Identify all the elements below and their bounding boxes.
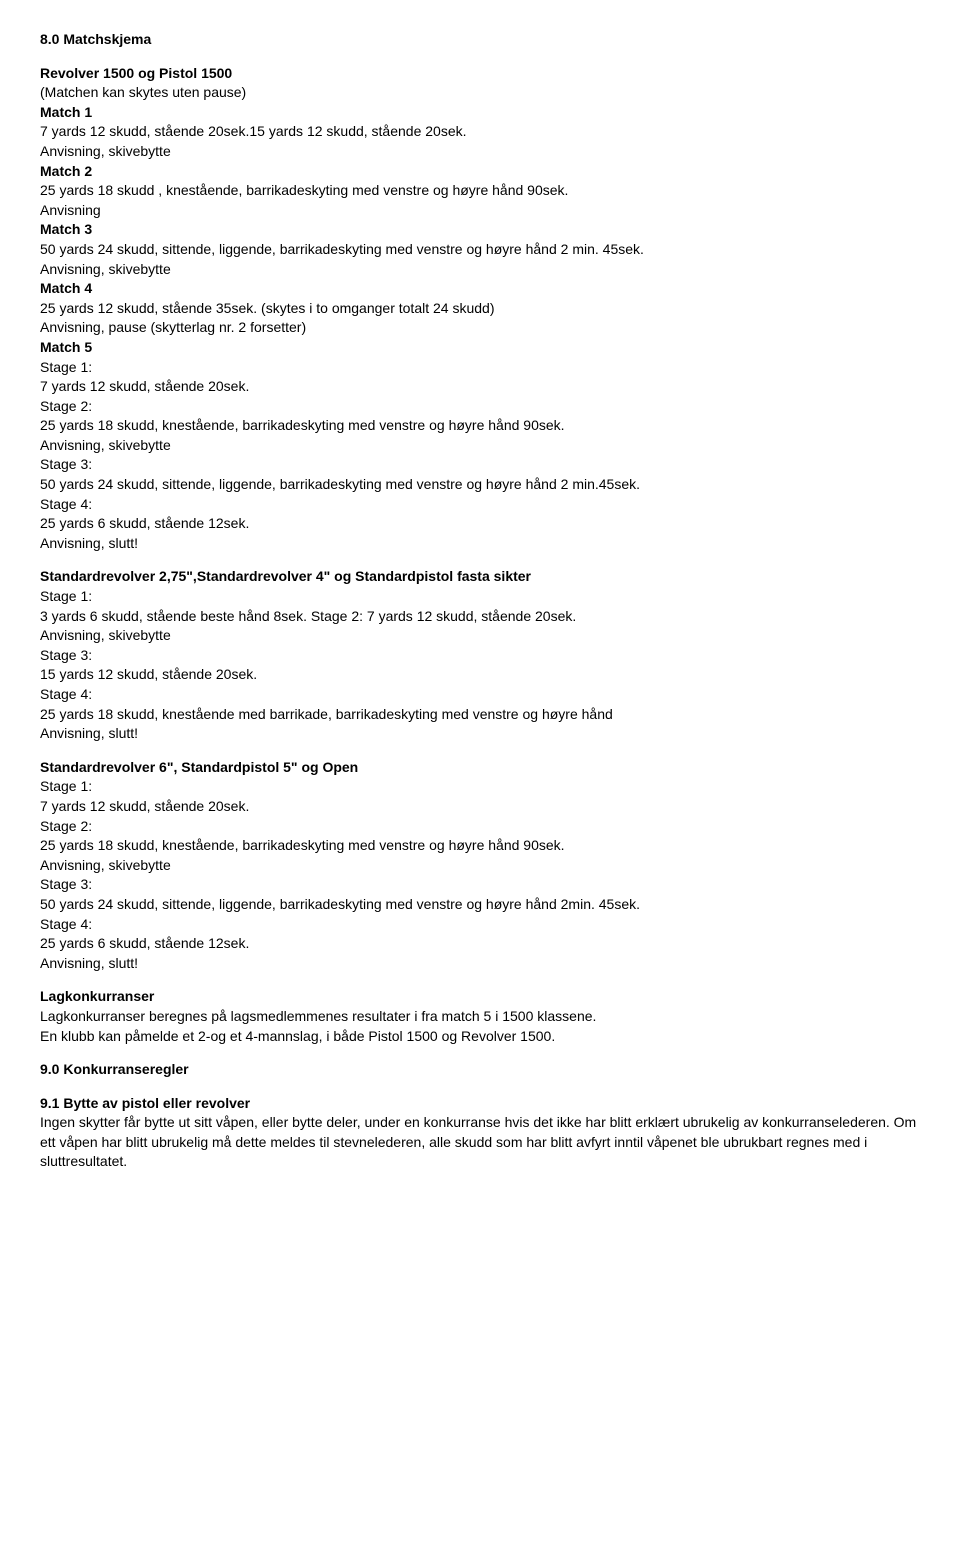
- match1-line2: Anvisning, skivebytte: [40, 142, 920, 162]
- std6-stage2-label: Stage 2:: [40, 817, 920, 837]
- match5-stage4-text: 25 yards 6 skudd, stående 12sek.: [40, 514, 920, 534]
- section-91-text: Ingen skytter får bytte ut sitt våpen, e…: [40, 1113, 920, 1172]
- matchen-note: (Matchen kan skytes uten pause): [40, 83, 920, 103]
- std-275-stage1-text: 3 yards 6 skudd, stående beste hånd 8sek…: [40, 607, 920, 627]
- std-275-stage3-label: Stage 3:: [40, 646, 920, 666]
- section-91-title: 9.1 Bytte av pistol eller revolver: [40, 1094, 920, 1114]
- match5-stage1-label: Stage 1:: [40, 358, 920, 378]
- std-275-stage4-text2: Anvisning, slutt!: [40, 724, 920, 744]
- std-275-stage1-text2: Anvisning, skivebytte: [40, 626, 920, 646]
- match1-line1: 7 yards 12 skudd, stående 20sek.15 yards…: [40, 122, 920, 142]
- lag-heading: Lagkonkurranser: [40, 987, 920, 1007]
- match4-label: Match 4: [40, 279, 920, 299]
- match5-stage3-label: Stage 3:: [40, 455, 920, 475]
- match5-stage3-text: 50 yards 24 skudd, sittende, liggende, b…: [40, 475, 920, 495]
- std6-stage4-text: 25 yards 6 skudd, stående 12sek.: [40, 934, 920, 954]
- match5-label: Match 5: [40, 338, 920, 358]
- match3-line2: Anvisning, skivebytte: [40, 260, 920, 280]
- match1-label: Match 1: [40, 103, 920, 123]
- std6-heading: Standardrevolver 6", Standardpistol 5" o…: [40, 758, 920, 778]
- std6-stage3-text: 50 yards 24 skudd, sittende, liggende, b…: [40, 895, 920, 915]
- section-9-title: 9.0 Konkurranseregler: [40, 1061, 189, 1077]
- std-275-stage4-text: 25 yards 18 skudd, knestående med barrik…: [40, 705, 920, 725]
- match2-line1: 25 yards 18 skudd , knestående, barrikad…: [40, 181, 920, 201]
- lag-text2: En klubb kan påmelde et 2-og et 4-mannsl…: [40, 1027, 920, 1047]
- std-275-stage4-label: Stage 4:: [40, 685, 920, 705]
- match2-label: Match 2: [40, 162, 920, 182]
- match5-stage2-text2: Anvisning, skivebytte: [40, 436, 920, 456]
- match5-stage2-label: Stage 2:: [40, 397, 920, 417]
- match4-line2: Anvisning, pause (skytterlag nr. 2 forse…: [40, 318, 920, 338]
- match2-line2: Anvisning: [40, 201, 920, 221]
- match3-label: Match 3: [40, 220, 920, 240]
- section-8-title: 8.0 Matchskjema: [40, 31, 151, 47]
- std-275-stage3-text: 15 yards 12 skudd, stående 20sek.: [40, 665, 920, 685]
- revolver-pistol-heading: Revolver 1500 og Pistol 1500: [40, 64, 920, 84]
- match5-stage4-text2: Anvisning, slutt!: [40, 534, 920, 554]
- std6-stage2-text2: Anvisning, skivebytte: [40, 856, 920, 876]
- match3-line1: 50 yards 24 skudd, sittende, liggende, b…: [40, 240, 920, 260]
- std6-stage3-label: Stage 3:: [40, 875, 920, 895]
- lag-text1: Lagkonkurranser beregnes på lagsmedlemme…: [40, 1007, 920, 1027]
- std-275-heading: Standardrevolver 2,75",Standardrevolver …: [40, 567, 920, 587]
- std6-stage1-text: 7 yards 12 skudd, stående 20sek.: [40, 797, 920, 817]
- std6-stage4-text2: Anvisning, slutt!: [40, 954, 920, 974]
- match4-line1: 25 yards 12 skudd, stående 35sek. (skyte…: [40, 299, 920, 319]
- match5-stage1-text: 7 yards 12 skudd, stående 20sek.: [40, 377, 920, 397]
- match5-stage2-text: 25 yards 18 skudd, knestående, barrikade…: [40, 416, 920, 436]
- std6-stage1-label: Stage 1:: [40, 777, 920, 797]
- std6-stage2-text: 25 yards 18 skudd, knestående, barrikade…: [40, 836, 920, 856]
- std6-stage4-label: Stage 4:: [40, 915, 920, 935]
- match5-stage4-label: Stage 4:: [40, 495, 920, 515]
- std-275-stage1-label: Stage 1:: [40, 587, 920, 607]
